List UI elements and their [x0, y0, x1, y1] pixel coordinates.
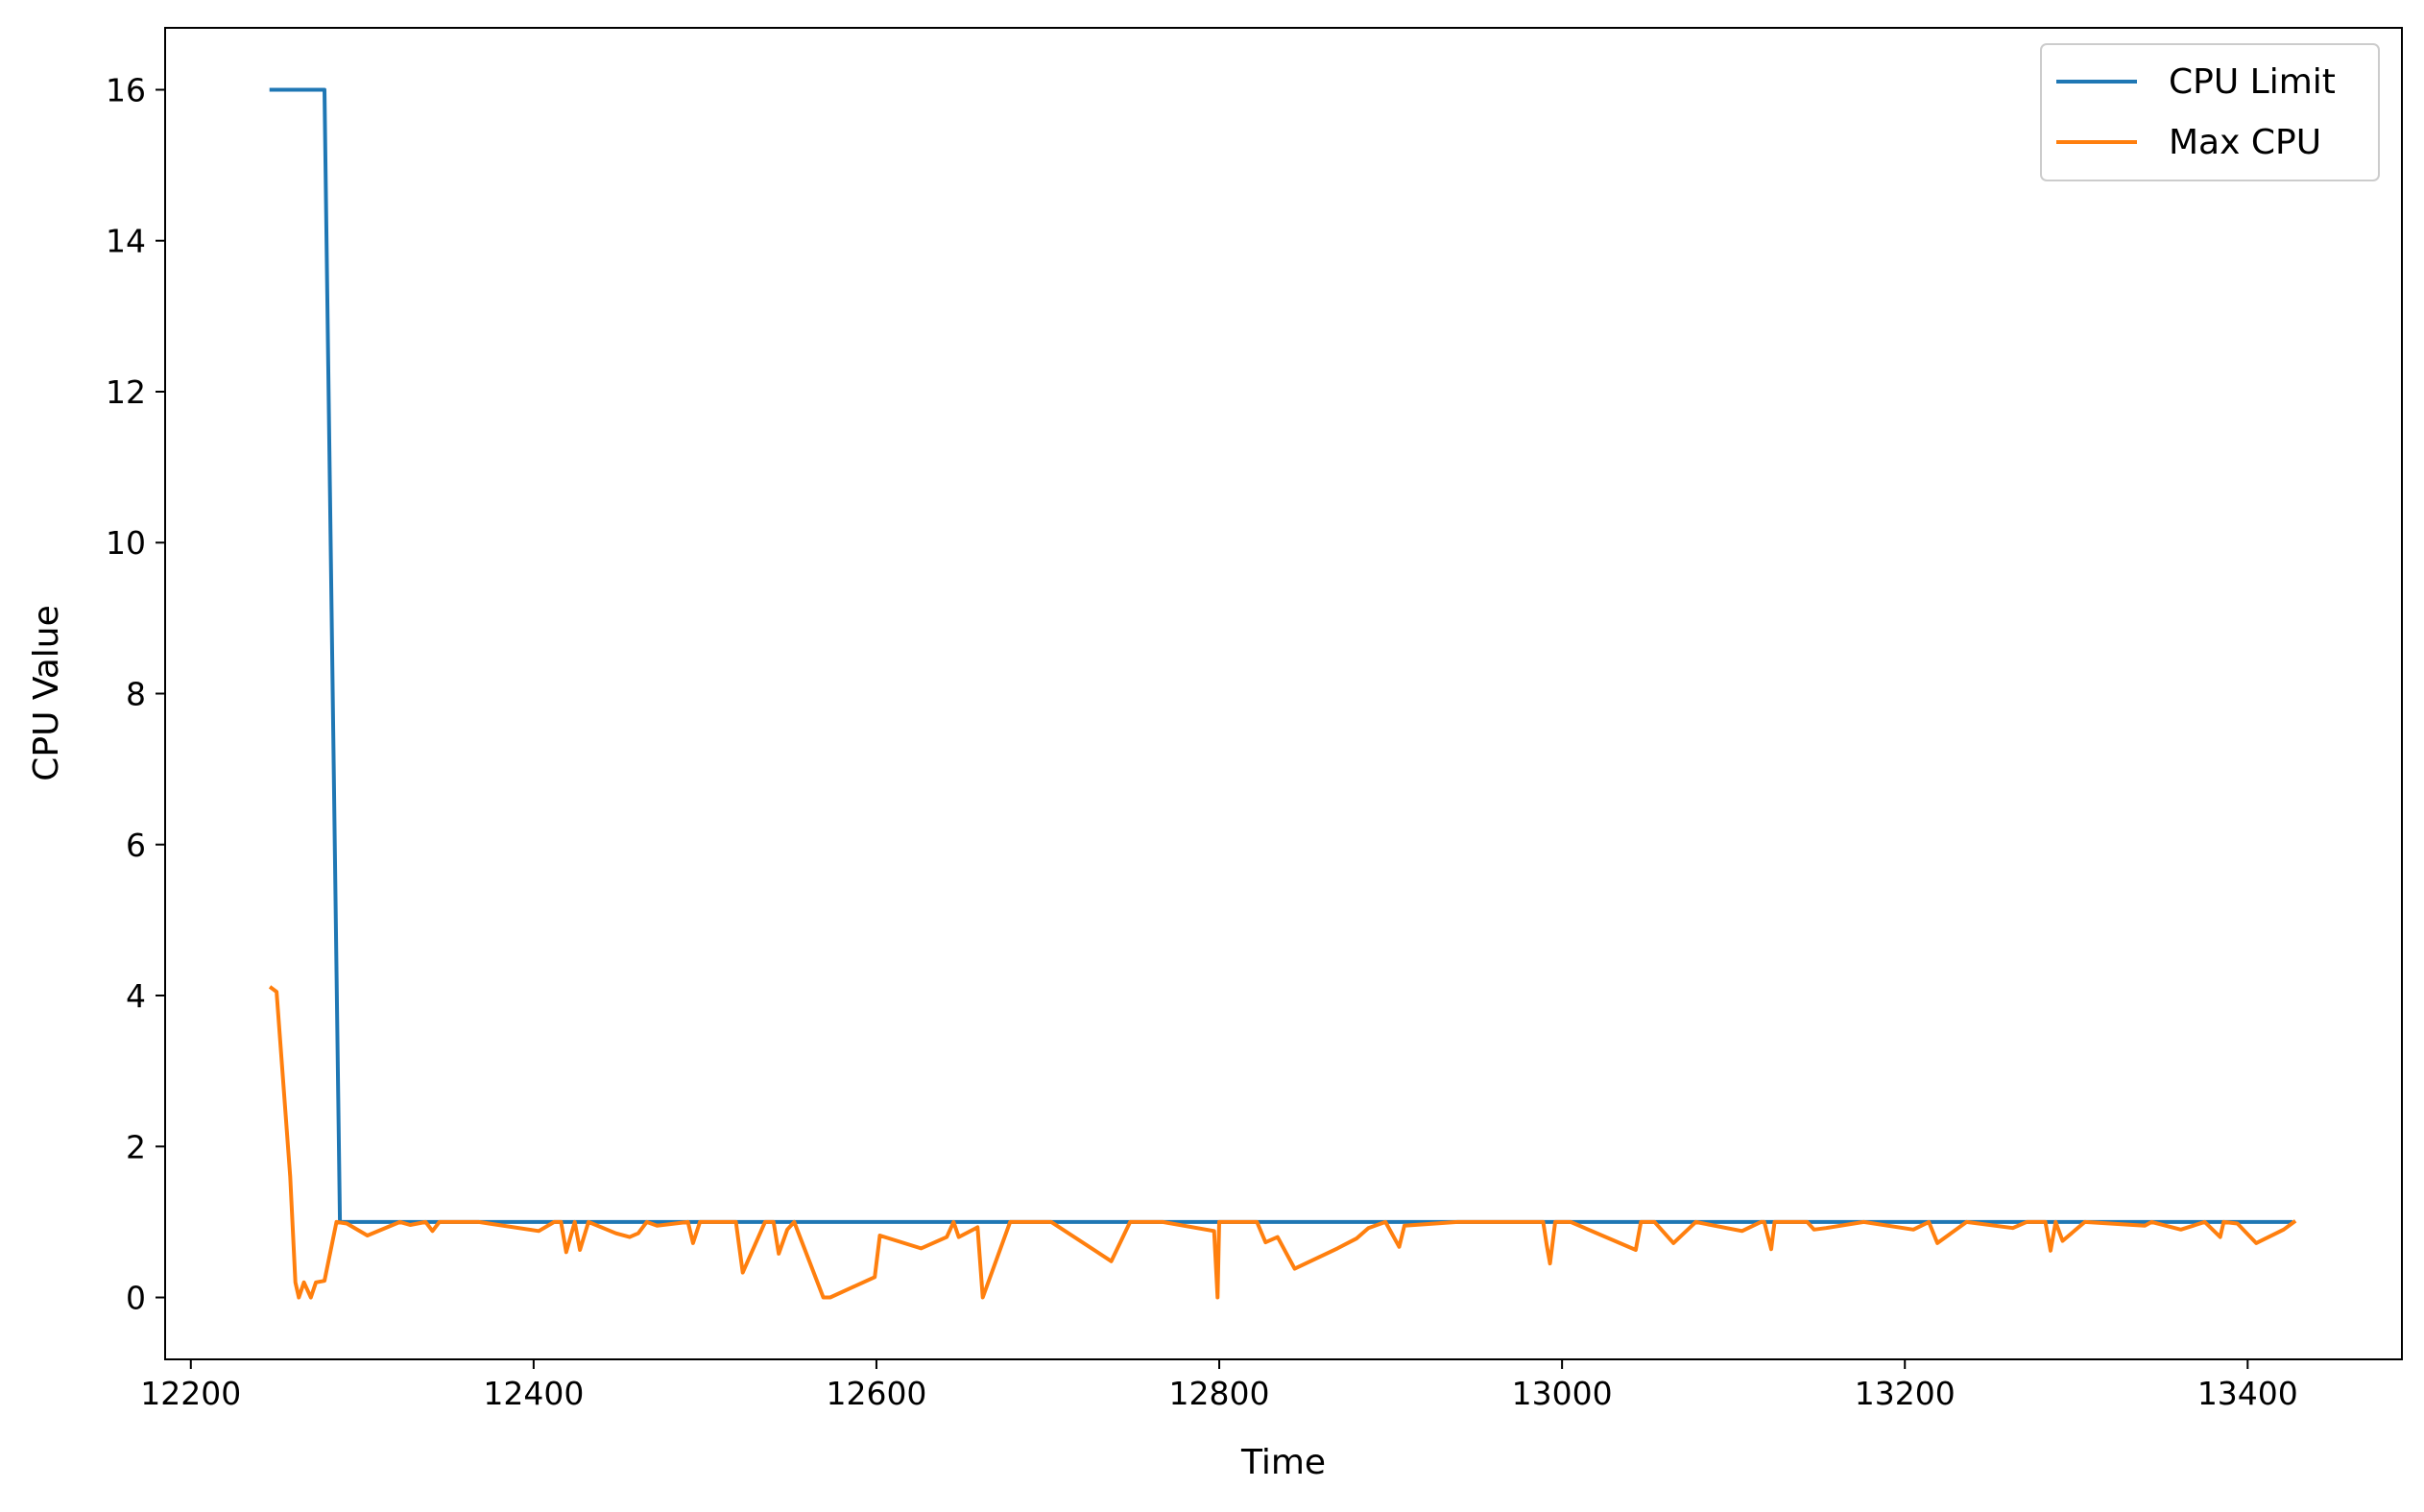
- y-tick-label: 8: [126, 676, 146, 713]
- y-tick-label: 10: [106, 524, 146, 562]
- series-layer: [268, 87, 2297, 1300]
- x-tick-label: 13000: [1512, 1375, 1613, 1412]
- series-line-cpu-limit: [269, 87, 2292, 1224]
- x-axis-title: Time: [1240, 1443, 1326, 1482]
- legend-label-max-cpu: Max CPU: [2169, 123, 2321, 162]
- x-tick-label: 12800: [1169, 1375, 1270, 1412]
- x-tick-label: 13200: [1855, 1375, 1956, 1412]
- plot-area: [165, 28, 2402, 1359]
- y-tick-label: 14: [106, 223, 146, 260]
- x-tick-label: 12600: [826, 1375, 926, 1412]
- legend-box: [2040, 43, 2380, 181]
- plot-frame: [164, 27, 2403, 1360]
- x-tick-label: 12200: [140, 1375, 241, 1412]
- y-tick-label: 4: [126, 977, 146, 1015]
- x-axis-ticks: 12200 12400 12600 12800 13000 13200 13400: [140, 1359, 2298, 1412]
- y-tick-label: 16: [106, 71, 146, 108]
- legend: CPU Limit Max CPU: [2040, 43, 2380, 181]
- y-axis-ticks: 0 2 4 6 8 10 12 14 16: [106, 71, 165, 1317]
- series-line-max-cpu: [268, 985, 2297, 1300]
- legend-label-cpu-limit: CPU Limit: [2169, 62, 2336, 102]
- y-tick-label: 12: [106, 373, 146, 411]
- y-tick-label: 0: [126, 1280, 146, 1317]
- y-tick-label: 2: [126, 1128, 146, 1165]
- y-tick-label: 6: [126, 827, 146, 864]
- x-tick-label: 13400: [2197, 1375, 2298, 1412]
- y-axis-title: CPU Value: [27, 605, 66, 781]
- x-tick-label: 12400: [483, 1375, 584, 1412]
